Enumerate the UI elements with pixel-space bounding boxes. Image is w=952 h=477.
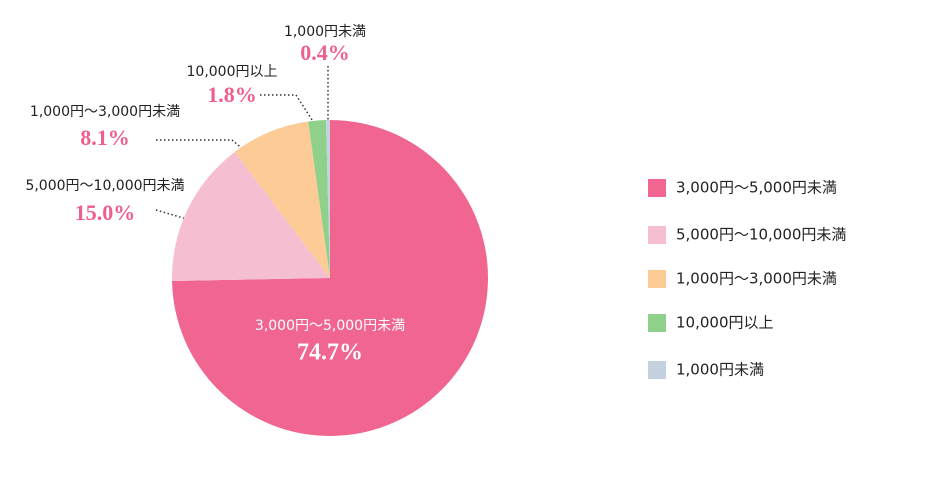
legend-label: 10,000円以上 [676,314,774,332]
legend-label: 1,000円未満 [676,361,764,379]
pie-slice [326,120,330,278]
legend-swatch [648,270,666,288]
legend-swatch [648,226,666,244]
slice-label: 5,000円〜10,000円未満 [25,178,184,194]
pie-slice [172,120,488,436]
legend-label: 1,000円〜3,000円未満 [676,270,837,288]
slice-label: 10,000円以上 [187,64,278,80]
slice-value: 15.0% [75,200,136,225]
legend-swatch [648,361,666,379]
pie-slice [308,120,330,278]
slice-value: 8.1% [80,125,130,150]
slice-value: 74.7% [297,340,363,366]
legend-label: 3,000円〜5,000円未満 [676,179,837,197]
slice-label: 1,000円〜3,000円未満 [30,104,180,120]
slice-value: 1.8% [207,82,257,107]
pie-slice [234,121,330,278]
leader-line [260,94,317,127]
slice-value: 0.4% [300,40,350,65]
legend-swatch [648,314,666,332]
legend-label: 5,000円〜10,000円未満 [676,226,846,244]
legend-swatch [648,179,666,197]
slice-label: 1,000円未満 [284,24,366,40]
pie-slice [171,151,330,281]
slice-label: 3,000円〜5,000円未満 [255,318,405,334]
